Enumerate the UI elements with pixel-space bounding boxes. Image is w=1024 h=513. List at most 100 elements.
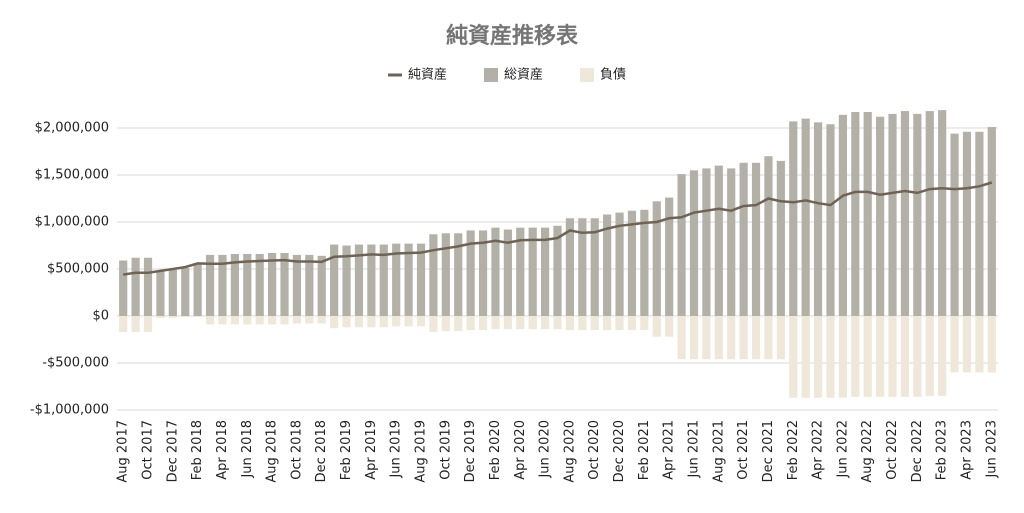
- x-tick-label: Aug 2017: [116, 420, 131, 483]
- bar: [962, 316, 972, 373]
- bar: [255, 253, 264, 316]
- bar: [863, 316, 872, 397]
- bar: [354, 244, 364, 316]
- bar: [938, 110, 947, 316]
- bar: [342, 316, 351, 328]
- bar: [727, 316, 736, 360]
- bar: [404, 243, 413, 316]
- bar: [255, 316, 264, 325]
- bar: [603, 316, 612, 331]
- bar: [665, 316, 674, 337]
- bar: [925, 111, 934, 316]
- x-tick-label: Dec 2021: [761, 420, 776, 482]
- bar: [342, 245, 351, 316]
- bar: [863, 112, 872, 317]
- bar: [764, 316, 773, 360]
- bar: [590, 316, 599, 331]
- bar: [379, 244, 388, 316]
- x-tick-label: Oct 2022: [885, 420, 900, 480]
- bar: [739, 162, 748, 316]
- bar: [379, 316, 388, 328]
- bar: [987, 127, 996, 316]
- x-tick-label: Oct 2017: [141, 420, 156, 480]
- bar: [168, 316, 177, 318]
- bar: [367, 244, 376, 316]
- x-tick-label: Dec 2020: [612, 420, 627, 482]
- bar: [305, 254, 314, 316]
- x-tick-label: Feb 2022: [786, 420, 801, 480]
- bar: [640, 209, 649, 316]
- bar: [702, 168, 711, 316]
- x-tick-label: Aug 2021: [711, 420, 726, 483]
- x-tick-label: Apr 2018: [215, 420, 230, 480]
- y-tick-label: $500,000: [47, 262, 109, 277]
- bar: [441, 233, 450, 316]
- bar: [243, 253, 252, 316]
- bar: [503, 229, 512, 316]
- bar: [230, 316, 239, 325]
- bar: [801, 118, 810, 316]
- x-tick-label: Jun 2023: [984, 420, 999, 479]
- x-tick-label: Jun 2022: [835, 420, 850, 479]
- bar: [950, 133, 959, 316]
- bar: [789, 121, 798, 316]
- bar: [913, 113, 922, 317]
- bar: [516, 227, 525, 316]
- bar: [553, 316, 562, 330]
- bar: [131, 316, 140, 332]
- bar: [156, 316, 165, 318]
- bar: [714, 165, 723, 316]
- x-tick-label: Oct 2020: [587, 420, 602, 480]
- x-tick-label: Oct 2018: [289, 420, 304, 480]
- bar: [292, 316, 302, 324]
- bar: [466, 230, 475, 316]
- bar: [317, 316, 326, 324]
- x-tick-label: Jun 2020: [538, 420, 553, 479]
- bar: [416, 316, 426, 327]
- bar: [813, 122, 823, 316]
- bar: [119, 260, 128, 316]
- bar: [478, 316, 488, 331]
- y-tick-label: -$500,000: [42, 356, 109, 371]
- bar: [540, 316, 550, 330]
- bar: [876, 116, 885, 316]
- bar: [268, 253, 277, 316]
- bar: [851, 316, 860, 397]
- bar: [615, 212, 624, 316]
- x-tick-label: Dec 2018: [314, 420, 329, 482]
- bar: [851, 112, 860, 317]
- bar: [181, 268, 190, 316]
- x-tick-label: Feb 2018: [190, 420, 205, 480]
- bar: [826, 124, 835, 317]
- bar: [143, 316, 153, 332]
- y-tick-label: -$1,000,000: [30, 403, 109, 418]
- bar: [540, 227, 550, 316]
- bar: [205, 254, 215, 316]
- bar: [677, 174, 686, 316]
- bar: [193, 263, 202, 316]
- bar: [913, 316, 922, 397]
- x-tick-label: Oct 2019: [438, 420, 453, 480]
- bar: [813, 316, 823, 398]
- x-tick-label: Dec 2017: [165, 420, 180, 482]
- bar: [218, 254, 227, 316]
- bar: [652, 316, 661, 337]
- line: [123, 181, 993, 276]
- bar: [950, 316, 959, 373]
- legend-label: 負債: [600, 68, 626, 83]
- bar: [280, 253, 289, 316]
- bar: [751, 316, 761, 360]
- bar: [478, 230, 488, 316]
- bar: [627, 316, 637, 331]
- bar: [280, 316, 289, 325]
- bar: [441, 316, 450, 332]
- bar: [689, 316, 699, 360]
- bar: [838, 316, 847, 398]
- x-tick-label: Aug 2022: [860, 420, 875, 483]
- x-tick-label: Feb 2019: [339, 420, 354, 480]
- x-tick-label: Apr 2022: [811, 420, 826, 480]
- bar: [429, 234, 438, 316]
- bar: [900, 316, 910, 397]
- bar: [367, 316, 376, 328]
